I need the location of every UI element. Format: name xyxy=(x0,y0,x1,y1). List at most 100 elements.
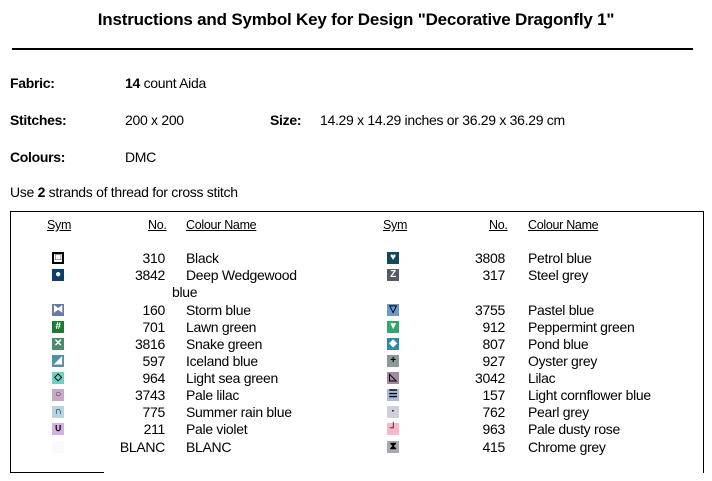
colour-name: Pastel blue xyxy=(528,302,594,318)
symbol-icon: Z xyxy=(387,269,399,281)
table-row: BLANC BLANC xyxy=(0,439,712,456)
colour-name: Petrol blue xyxy=(528,250,592,266)
strands-count: 2 xyxy=(37,184,46,200)
symbol-icon: ○ xyxy=(52,389,64,401)
size-label: Size: xyxy=(270,112,302,128)
thread-number: BLANC xyxy=(119,439,165,455)
thread-number: 762 xyxy=(482,404,506,420)
fabric-type: count Aida xyxy=(139,75,207,91)
table-row: □ 310 Black xyxy=(0,250,712,267)
table-row: · 762 Pearl grey xyxy=(0,404,712,421)
symbol-icon: ◆ xyxy=(387,338,399,350)
table-row: ☰ 157 Light cornflower blue xyxy=(0,387,712,404)
symbol-icon: ◺ xyxy=(387,372,399,384)
table-row: ◢ 597 Iceland blue xyxy=(0,353,712,370)
colour-name: Light sea green xyxy=(186,370,279,386)
colour-name: Pond blue xyxy=(528,336,589,352)
colour-name: Storm blue xyxy=(186,302,251,318)
thread-number: 211 xyxy=(143,421,166,437)
table-row: ✕ 3816 Snake green xyxy=(0,336,712,353)
symbol-icon: ♥ xyxy=(387,252,399,264)
thread-number: 775 xyxy=(142,404,166,420)
symbol-icon: ∪ xyxy=(52,423,64,435)
header-name-right: Colour Name xyxy=(528,218,599,232)
table-row: ∪ 211 Pale violet xyxy=(0,421,712,438)
symbol-icon: ● xyxy=(52,269,64,281)
thread-number: 3808 xyxy=(475,250,505,266)
thread-number: 912 xyxy=(482,319,506,335)
colour-name: Pale lilac xyxy=(186,387,240,403)
symbol-icon: · xyxy=(387,406,399,418)
colour-name: Lawn green xyxy=(186,319,257,335)
table-row: ┘ 963 Pale dusty rose xyxy=(0,421,712,438)
table-row: ● 3842 Deep Wedgewood blue xyxy=(0,267,712,300)
fabric-label: Fabric: xyxy=(10,75,55,91)
colour-name: Peppermint green xyxy=(528,319,635,335)
symbol-icon: ∩ xyxy=(52,406,64,418)
stitches-label: Stitches: xyxy=(10,112,67,128)
strands-post: strands of thread for cross stitch xyxy=(45,184,238,200)
table-row: ▼ 912 Peppermint green xyxy=(0,319,712,336)
colour-name: Chrome grey xyxy=(528,439,606,455)
symbol-icon: ⧓ xyxy=(52,304,64,316)
table-row: ◆ 807 Pond blue xyxy=(0,336,712,353)
header-no-right: No. xyxy=(489,218,508,232)
thread-number: 160 xyxy=(142,302,166,318)
header-sym-right: Sym xyxy=(383,218,408,232)
colour-name: BLANC xyxy=(186,439,232,455)
symbol-key-table xyxy=(10,211,704,473)
table-bottom-line xyxy=(10,472,104,473)
thread-number: 963 xyxy=(482,421,506,437)
symbol-icon: ☰ xyxy=(387,389,399,401)
size-value: 14.29 x 14.29 inches or 36.29 x 36.29 cm xyxy=(320,112,565,128)
symbol-icon: ⧗ xyxy=(387,441,399,453)
table-row: ∩ 775 Summer rain blue xyxy=(0,404,712,421)
strands-pre: Use xyxy=(10,184,38,200)
thread-number: 317 xyxy=(482,267,506,283)
table-row: ⧓ 160 Storm blue xyxy=(0,302,712,319)
thread-number: 415 xyxy=(482,439,506,455)
table-row: ○ 3743 Pale lilac xyxy=(0,387,712,404)
table-row: ◺ 3042 Lilac xyxy=(0,370,712,387)
thread-number: 701 xyxy=(142,319,166,335)
thread-number: 3743 xyxy=(135,387,165,403)
thread-number: 927 xyxy=(482,353,506,369)
fabric-value: 14 count Aida xyxy=(125,75,206,91)
header-no-left: No. xyxy=(148,218,167,232)
page-title: Instructions and Symbol Key for Design "… xyxy=(97,10,615,29)
symbol-icon: ◢ xyxy=(52,355,64,367)
colour-name: Black xyxy=(186,250,219,266)
colour-name: Snake green xyxy=(186,336,263,352)
thread-number: 3755 xyxy=(475,302,505,318)
thread-number: 157 xyxy=(482,387,506,403)
symbol-icon: ┘ xyxy=(387,423,399,435)
symbol-icon: ◇ xyxy=(52,372,64,384)
table-row: ⧗ 415 Chrome grey xyxy=(0,439,712,456)
stitches-value: 200 x 200 xyxy=(125,112,184,128)
colour-name: Light cornflower blue xyxy=(528,387,651,403)
thread-number: 3816 xyxy=(135,336,165,352)
colour-name: Deep Wedgewood xyxy=(186,267,297,283)
symbol-icon: □ xyxy=(52,252,64,264)
thread-number: 964 xyxy=(142,370,166,386)
colour-name: Oyster grey xyxy=(528,353,598,369)
header-name-left: Colour Name xyxy=(186,218,257,232)
thread-number: 807 xyxy=(482,336,506,352)
symbol-icon: ▼ xyxy=(387,321,399,333)
table-row: Z 317 Steel grey xyxy=(0,267,712,284)
table-row: +927 Oyster grey xyxy=(0,353,712,370)
symbol-icon: + xyxy=(387,355,399,367)
thread-number: 3042 xyxy=(475,370,505,386)
colours-value: DMC xyxy=(125,149,156,165)
table-row: ◇ 964 Light sea green xyxy=(0,370,712,387)
table-row: ▽ 3755 Pastel blue xyxy=(0,302,712,319)
colour-name: Pale violet xyxy=(186,421,248,437)
strands-note: Use 2 strands of thread for cross stitch xyxy=(10,184,238,200)
symbol-icon: ▽ xyxy=(387,304,399,316)
thread-number: 3842 xyxy=(135,267,165,283)
colour-name: Steel grey xyxy=(528,267,589,283)
divider xyxy=(12,48,693,50)
symbol-icon: # xyxy=(52,321,64,333)
colour-name: Summer rain blue xyxy=(186,404,292,420)
symbol-icon: ✕ xyxy=(52,338,64,350)
